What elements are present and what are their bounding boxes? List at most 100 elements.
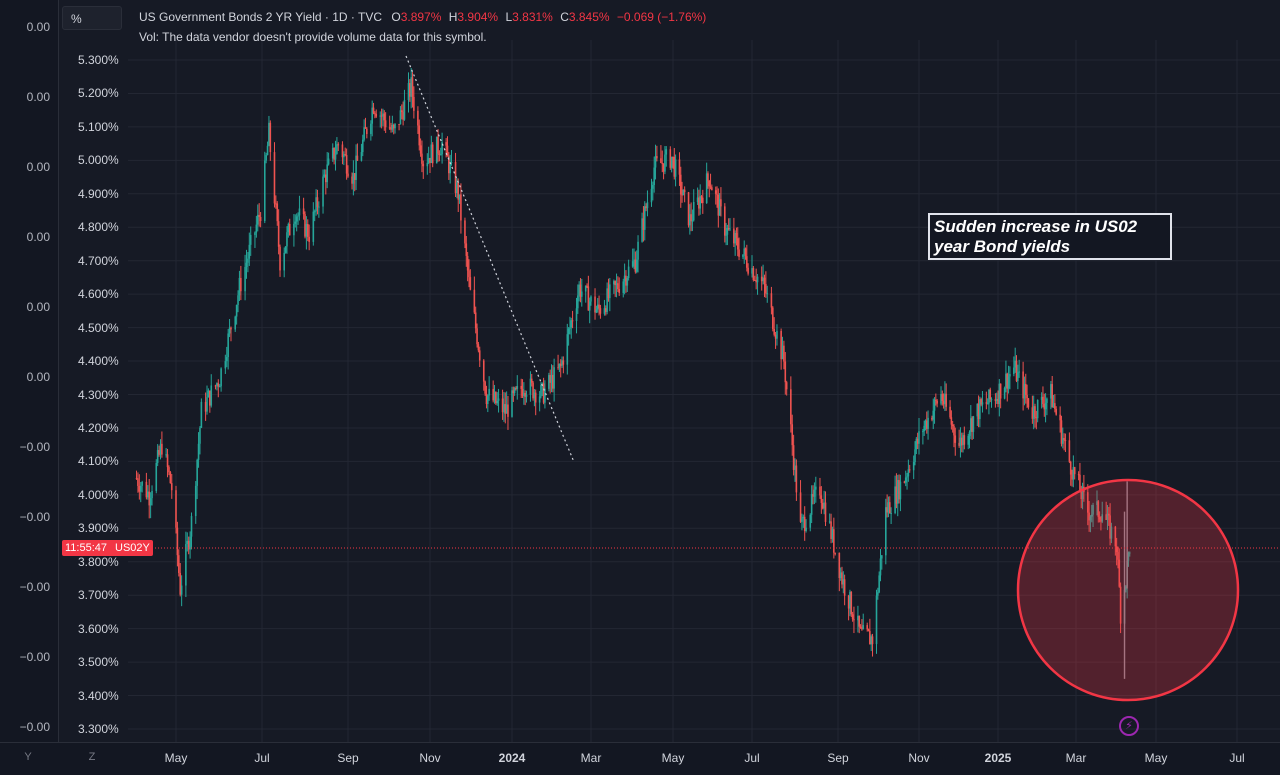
candle-body bbox=[286, 232, 288, 247]
candle-body bbox=[661, 162, 664, 164]
candle-body bbox=[870, 636, 872, 645]
candle-body bbox=[407, 83, 410, 101]
candle-body bbox=[1031, 407, 1034, 419]
candle-body bbox=[318, 206, 320, 208]
candle-body bbox=[669, 149, 672, 168]
candle-body bbox=[534, 392, 537, 403]
candle-body bbox=[493, 392, 496, 401]
candle-body bbox=[762, 277, 764, 282]
candle-body bbox=[689, 214, 691, 226]
candle-body bbox=[1064, 440, 1067, 442]
candle-body bbox=[1081, 486, 1084, 500]
candle-body bbox=[255, 224, 258, 233]
zoom-control[interactable]: Z bbox=[88, 751, 96, 763]
candle-body bbox=[614, 281, 616, 286]
candle-body bbox=[482, 360, 485, 382]
candle-body bbox=[895, 486, 898, 504]
candle-body bbox=[960, 437, 963, 446]
candle-body bbox=[249, 234, 252, 245]
candle-body bbox=[998, 383, 1001, 404]
candle-body bbox=[907, 469, 910, 477]
candle-body bbox=[363, 127, 365, 140]
candle-body bbox=[375, 113, 378, 117]
percent-scale-button[interactable]: % bbox=[62, 6, 122, 30]
candle-body bbox=[847, 595, 850, 609]
candle-body bbox=[200, 401, 203, 428]
candle-body bbox=[295, 216, 298, 222]
candle-body bbox=[727, 228, 730, 230]
candle-body bbox=[708, 180, 711, 187]
symbol-legend[interactable]: US Government Bonds 2 YR Yield · 1D · TV… bbox=[139, 10, 706, 24]
candle-body bbox=[1068, 440, 1071, 462]
candle-body bbox=[137, 478, 139, 486]
left-scale-label: 0.00 bbox=[26, 300, 50, 314]
candle-body bbox=[595, 309, 598, 313]
candle-body bbox=[857, 615, 859, 621]
candle-body bbox=[813, 489, 816, 497]
candle-body bbox=[1026, 394, 1028, 399]
candle-body bbox=[501, 398, 504, 413]
candle-body bbox=[1035, 417, 1038, 419]
candle-body bbox=[218, 386, 221, 388]
candle-body bbox=[138, 485, 141, 492]
y-tick-label: 3.700% bbox=[78, 588, 119, 603]
lightning-icon[interactable]: ⚡ bbox=[1119, 716, 1139, 736]
candle-body bbox=[1024, 383, 1027, 395]
candle-body bbox=[158, 450, 160, 455]
candle-body bbox=[959, 437, 962, 446]
candle-body bbox=[696, 197, 699, 203]
candle-body bbox=[1117, 552, 1119, 560]
candle-body bbox=[763, 277, 766, 284]
candle-body bbox=[692, 202, 695, 221]
candle-body bbox=[316, 197, 319, 207]
candle-body bbox=[912, 462, 915, 471]
candle-body bbox=[950, 417, 953, 425]
candle-body bbox=[1107, 513, 1110, 516]
y-tick-label: 3.300% bbox=[78, 722, 119, 736]
candle-body bbox=[894, 486, 896, 514]
candle-body bbox=[438, 153, 441, 155]
candle-body bbox=[418, 125, 421, 146]
candle-body bbox=[525, 394, 528, 397]
candle-body bbox=[580, 291, 583, 297]
candle-body bbox=[228, 327, 231, 334]
candle-body bbox=[464, 220, 466, 244]
candle-body bbox=[277, 221, 280, 247]
candle-body bbox=[1055, 408, 1057, 415]
candle-body bbox=[507, 404, 509, 417]
candle-body bbox=[945, 393, 947, 407]
text-annotation[interactable]: Sudden increase in US02 year Bond yields bbox=[928, 213, 1172, 260]
candle-body bbox=[1125, 586, 1127, 590]
candle-body bbox=[276, 203, 279, 222]
candle-body bbox=[760, 276, 763, 282]
candle-body bbox=[511, 390, 513, 417]
time-axis-bar[interactable] bbox=[0, 742, 1280, 775]
candle-body bbox=[1013, 367, 1015, 375]
candle-body bbox=[224, 361, 227, 369]
candle-body bbox=[476, 328, 478, 345]
candle-body bbox=[220, 368, 222, 387]
candle-body bbox=[569, 327, 571, 329]
candle-body bbox=[981, 402, 984, 405]
candle-body bbox=[496, 400, 499, 404]
candle-body bbox=[159, 443, 162, 455]
candle-body bbox=[596, 304, 599, 310]
candle-body bbox=[244, 266, 246, 292]
y-tick-label: 3.500% bbox=[78, 655, 119, 670]
candle-body bbox=[254, 232, 256, 235]
candle-body bbox=[1128, 552, 1131, 554]
candle-body bbox=[419, 145, 422, 154]
candle-body bbox=[877, 592, 879, 596]
candle-body bbox=[915, 438, 918, 450]
candle-body bbox=[1109, 515, 1111, 539]
candle-body bbox=[360, 152, 363, 161]
candle-body bbox=[168, 467, 170, 473]
candle-body bbox=[341, 144, 344, 158]
candle-body bbox=[664, 154, 666, 172]
left-price-scale[interactable]: 0.00 0.00 0.00 0.00 0.00 0.00 −0.00 −0.00 −0.00 −… bbox=[0, 0, 59, 742]
x-tick-label: Nov bbox=[419, 751, 441, 765]
candle-body bbox=[1127, 552, 1130, 561]
left-scale-control[interactable]: Y bbox=[24, 751, 32, 763]
candle-body bbox=[263, 160, 266, 222]
